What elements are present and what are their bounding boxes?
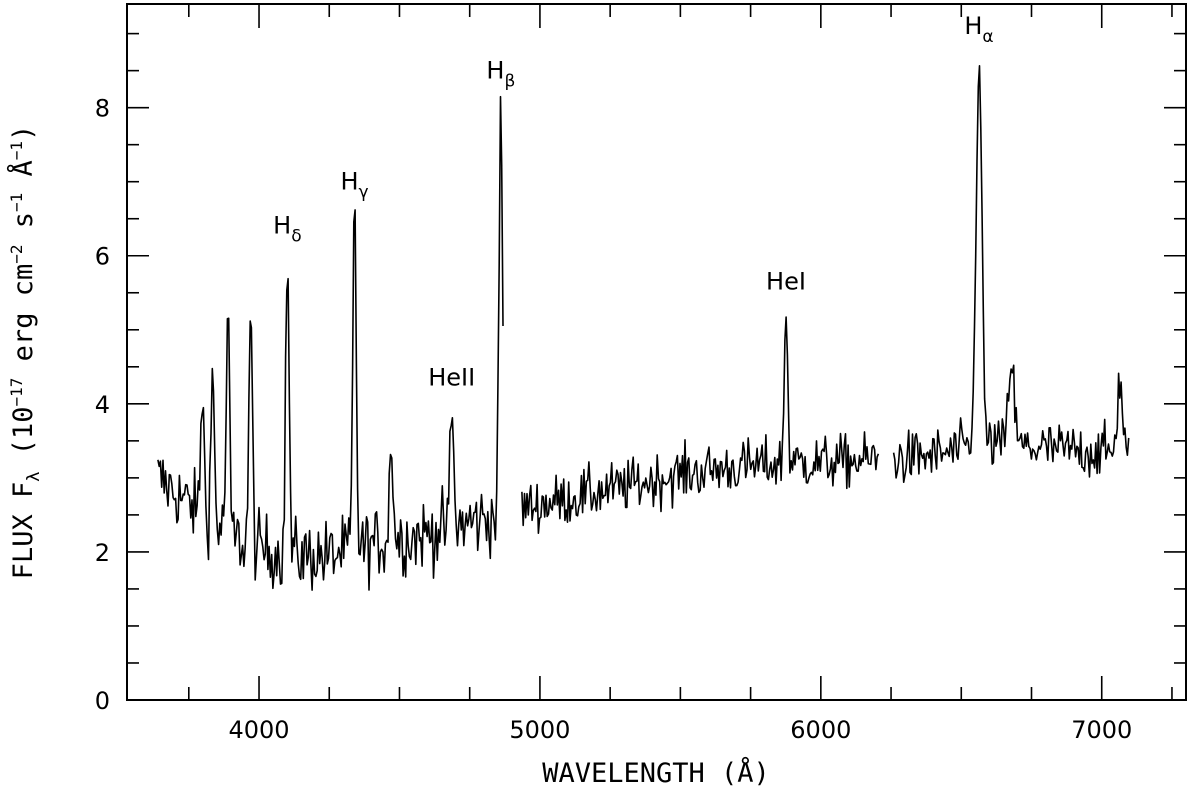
axis-ticks [127,4,1186,700]
y-tick-label: 8 [95,95,110,123]
emission-line-label: Hβ [486,56,515,91]
emission-line-labels: Hδ Hγ HeII Hβ HeI Hα [273,12,993,392]
emission-line-label: Hδ [273,212,301,247]
y-tick-label: 6 [95,243,110,271]
y-tick-label: 4 [95,391,110,419]
emission-line-label: HeI [766,267,806,295]
emission-line-label: Hα [964,12,993,47]
plot-frame [126,3,1187,701]
y-tick-label: 2 [95,539,110,567]
y-tick-label: 0 [95,687,110,715]
emission-line-label: Hγ [340,167,368,202]
axis-tick-labels: 4000 5000 6000 7000 0 2 4 6 8 [95,95,1133,744]
x-tick-label: 5000 [509,716,570,744]
x-tick-label: 6000 [790,716,851,744]
emission-line-label: HeII [428,364,475,392]
spectrum-line [157,65,1130,591]
x-tick-label: 4000 [228,716,289,744]
x-axis-title: WAVELENGTH (Å) [542,757,770,789]
y-axis-title: FLUX Fλ (10−17 erg cm−2 s−1 Å−1) [7,125,44,580]
x-tick-label: 7000 [1071,716,1132,744]
